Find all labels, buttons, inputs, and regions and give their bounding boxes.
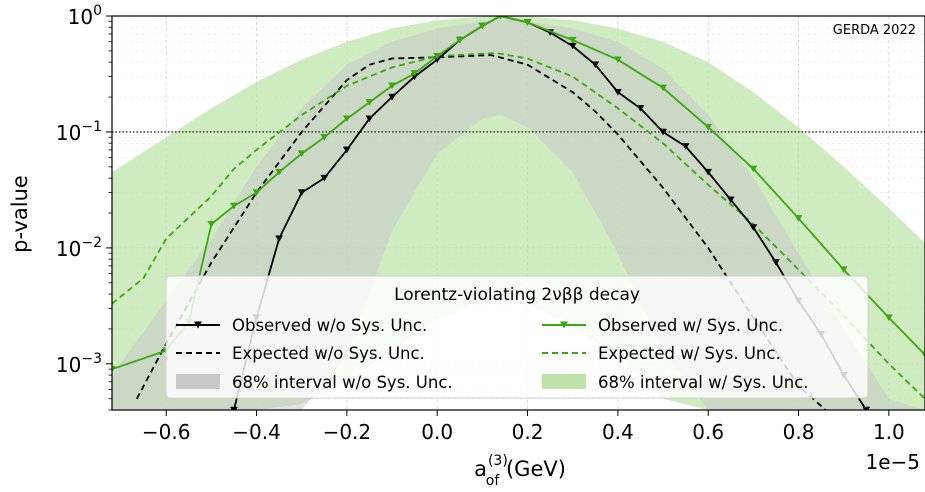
marker-observed-w-o-sys-unc-	[613, 88, 622, 96]
marker-observed-w-sys-unc-	[498, 16, 503, 20]
marker-observed-w-o-sys-unc-	[681, 143, 690, 150]
legend-label-68-interval-w-sys-unc-: 68% interval w/ Sys. Unc.	[598, 373, 809, 392]
marker-observed-w-sys-unc-	[749, 165, 758, 173]
marker-observed-w-o-sys-unc-	[230, 406, 238, 410]
legend-box	[165, 275, 869, 399]
marker-observed-w-sys-unc-	[297, 150, 306, 158]
legend-swatch-68-interval-w-o-sys-unc-	[176, 374, 220, 389]
marker-observed-w-o-sys-unc-	[320, 174, 329, 182]
marker-observed-w-o-sys-unc-	[659, 128, 667, 136]
y-axis-title: p-value	[8, 175, 32, 253]
marker-observed-w-sys-unc-	[365, 99, 374, 106]
marker-observed-w-sys-unc-	[230, 202, 238, 210]
x-tick-label: 0.0	[421, 420, 453, 444]
legend-label-expected-w-o-sys-unc-: Expected w/o Sys. Unc.	[232, 344, 425, 363]
marker-observed-w-o-sys-unc-	[636, 105, 645, 112]
marker-observed-w-o-sys-unc-	[772, 259, 780, 266]
marker-observed-w-o-sys-unc-	[726, 196, 735, 204]
marker-observed-w-sys-unc-	[320, 134, 329, 141]
marker-observed-w-sys-unc-	[478, 22, 487, 30]
marker-observed-w-sys-unc-	[884, 314, 893, 322]
marker-observed-w-sys-unc-	[455, 36, 464, 44]
marker-observed-w-o-sys-unc-	[275, 235, 284, 243]
marker-observed-w-sys-unc-	[252, 189, 261, 197]
legend-marker-observed-w-sys-unc-	[560, 321, 568, 329]
series-lines	[112, 16, 925, 410]
marker-observed-w-o-sys-unc-	[591, 61, 600, 69]
x-axis-ticks: −0.6 −0.4 −0.2 0.0 0.2 0.4 0.6 0.8 1.0	[142, 410, 905, 444]
marker-observed-w-o-sys-unc-	[388, 93, 396, 101]
marker-observed-w-sys-unc-	[433, 52, 442, 60]
marker-observed-w-o-sys-unc-	[749, 224, 758, 231]
x-axis-title-sub: of	[486, 473, 501, 489]
y-tick-label: 100	[68, 3, 102, 29]
marker-observed-w-sys-unc-	[342, 115, 351, 123]
annotation-label: GERDA 2022	[833, 23, 916, 38]
y-tick-label: 10−1	[56, 119, 102, 145]
x-offset-label: 1e−5	[865, 450, 920, 474]
legend-label-expected-w-sys-unc-: Expected w/ Sys. Unc.	[598, 344, 781, 363]
marker-observed-w-sys-unc-	[388, 82, 396, 90]
marker-observed-w-o-sys-unc-	[342, 146, 351, 154]
marker-observed-w-sys-unc-	[410, 70, 419, 77]
x-axis-title-main: a	[474, 457, 487, 481]
x-tick-label: 0.2	[512, 420, 544, 444]
marker-observed-w-sys-unc-	[921, 351, 925, 359]
x-tick-label: −0.2	[323, 420, 372, 444]
x-tick-label: 0.8	[783, 420, 815, 444]
marker-observed-w-sys-unc-	[207, 220, 216, 228]
marker-observed-w-sys-unc-	[659, 84, 667, 92]
x-axis-title-sup: (3)	[488, 453, 508, 469]
x-tick-label: 0.4	[602, 420, 634, 444]
marker-observed-w-sys-unc-	[839, 266, 848, 274]
y-axis-ticks: 100 10−1 10−2 10−3	[56, 3, 112, 411]
marker-observed-w-sys-unc-	[794, 215, 803, 222]
x-tick-label: 1.0	[873, 420, 905, 444]
marker-observed-w-sys-unc-	[275, 168, 284, 176]
x-axis-title: a(3) of (GeV)	[474, 453, 566, 489]
x-tick-label: −0.6	[142, 420, 191, 444]
y-tick-label: 10−3	[56, 351, 102, 377]
marker-observed-w-sys-unc-	[112, 365, 116, 373]
legend-swatch-68-interval-w-sys-unc-	[542, 374, 586, 389]
series-line-expected-w-sys-unc-	[112, 52, 925, 400]
marker-observed-w-o-sys-unc-	[704, 168, 713, 176]
marker-observed-w-sys-unc-	[523, 19, 532, 26]
legend-label-68-interval-w-o-sys-unc-: 68% interval w/o Sys. Unc.	[232, 373, 453, 392]
marker-observed-w-sys-unc-	[568, 36, 577, 44]
legend-marker-observed-w-o-sys-unc-	[194, 321, 202, 329]
marker-observed-w-sys-unc-	[704, 123, 713, 131]
marker-observed-w-sys-unc-	[613, 56, 622, 64]
marker-observed-w-o-sys-unc-	[297, 189, 306, 197]
legend-label-observed-w-o-sys-unc-: Observed w/o Sys. Unc.	[232, 316, 427, 335]
legend-title: Lorentz-violating 2νββ decay	[394, 285, 640, 305]
legend: Lorentz-violating 2νββ decay Observed w/…	[165, 275, 869, 399]
marker-observed-w-o-sys-unc-	[862, 406, 871, 410]
x-tick-label: −0.4	[232, 420, 281, 444]
y-tick-label: 10−2	[56, 235, 102, 261]
marker-observed-w-o-sys-unc-	[365, 115, 374, 123]
x-tick-label: 0.6	[692, 420, 724, 444]
x-axis-title-unit: (GeV)	[499, 457, 566, 481]
legend-label-observed-w-sys-unc-: Observed w/ Sys. Unc.	[598, 316, 783, 335]
series-line-expected-w-o-sys-unc-	[136, 54, 827, 410]
